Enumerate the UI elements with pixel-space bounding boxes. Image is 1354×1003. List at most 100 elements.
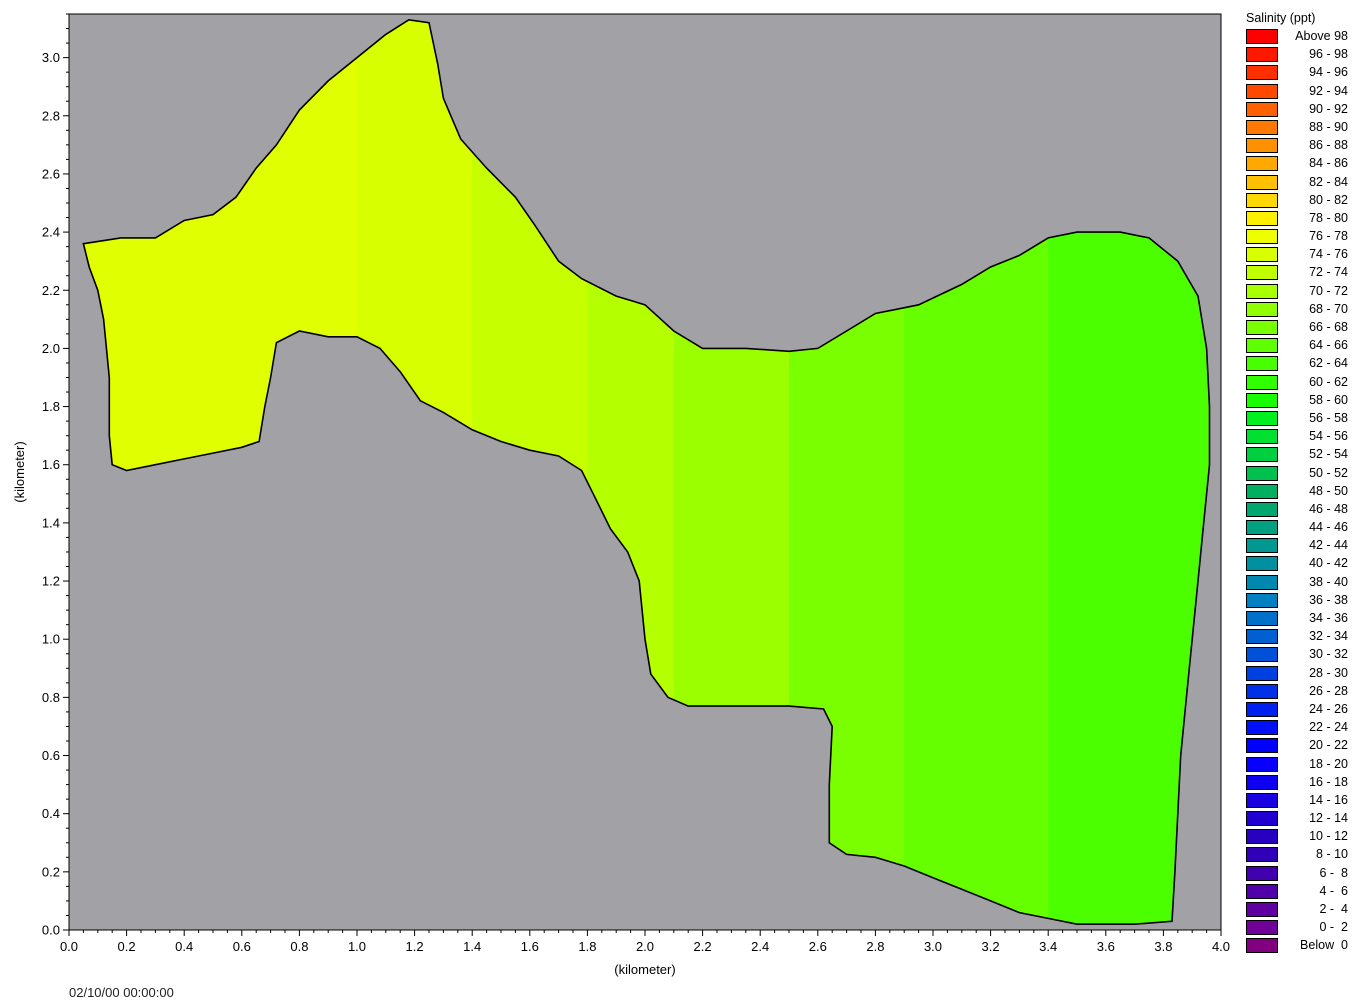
legend-label: 22 - 24 bbox=[1309, 720, 1348, 735]
legend-swatch bbox=[1246, 283, 1278, 299]
legend-title: Salinity (ppt) bbox=[1246, 11, 1316, 25]
y-tick-label: 2.8 bbox=[42, 108, 60, 123]
legend-swatch bbox=[1246, 210, 1278, 226]
legend-label: 16 - 18 bbox=[1309, 774, 1348, 789]
legend-item: 80 - 82 bbox=[1246, 192, 1352, 210]
legend: Salinity (ppt) Above 98 96 - 98 94 - 96 92 … bbox=[1246, 8, 1352, 956]
legend-label: 0 - 2 bbox=[1319, 920, 1349, 935]
x-tick-label: 0.6 bbox=[233, 939, 251, 954]
x-tick-label: 0.0 bbox=[60, 939, 78, 954]
legend-item: 26 - 28 bbox=[1246, 683, 1352, 701]
legend-label: 84 - 86 bbox=[1309, 156, 1348, 171]
legend-swatch bbox=[1246, 829, 1278, 845]
legend-swatch bbox=[1246, 847, 1278, 863]
y-tick-label: 1.6 bbox=[42, 457, 60, 472]
legend-label: 38 - 40 bbox=[1309, 574, 1348, 589]
legend-label: Above 98 bbox=[1295, 29, 1348, 43]
x-tick-label: 1.8 bbox=[578, 939, 596, 954]
legend-item: 38 - 40 bbox=[1246, 574, 1352, 592]
legend-swatch bbox=[1246, 138, 1278, 154]
y-tick-label: 1.4 bbox=[42, 515, 60, 530]
legend-label: 56 - 58 bbox=[1309, 410, 1348, 425]
legend-swatch bbox=[1246, 229, 1278, 245]
legend-item: 70 - 72 bbox=[1246, 283, 1352, 301]
y-tick-label: 0.0 bbox=[42, 923, 60, 938]
legend-label: 74 - 76 bbox=[1309, 247, 1348, 262]
legend-swatch bbox=[1246, 301, 1278, 317]
legend-item: 8 - 10 bbox=[1246, 846, 1352, 864]
legend-label: 4 - 6 bbox=[1319, 883, 1349, 898]
legend-item: 2 - 4 bbox=[1246, 901, 1352, 919]
legend-swatch bbox=[1246, 265, 1278, 281]
legend-item: 46 - 48 bbox=[1246, 501, 1352, 519]
x-tick-label: 3.6 bbox=[1097, 939, 1115, 954]
legend-swatch bbox=[1246, 920, 1278, 936]
legend-label: 72 - 74 bbox=[1309, 265, 1348, 280]
legend-item: 60 - 62 bbox=[1246, 374, 1352, 392]
legend-label: 48 - 50 bbox=[1309, 483, 1348, 498]
x-tick-label: 3.8 bbox=[1154, 939, 1172, 954]
legend-label: 26 - 28 bbox=[1309, 683, 1348, 698]
legend-label: 60 - 62 bbox=[1309, 374, 1348, 389]
legend-swatch bbox=[1246, 447, 1278, 463]
legend-label: 68 - 70 bbox=[1309, 301, 1348, 316]
legend-label: 90 - 92 bbox=[1309, 101, 1348, 116]
legend-item: 4 - 6 bbox=[1246, 883, 1352, 901]
legend-swatch bbox=[1246, 902, 1278, 917]
legend-label: 82 - 84 bbox=[1309, 174, 1348, 189]
x-tick-label: 3.0 bbox=[924, 939, 942, 954]
legend-label: 50 - 52 bbox=[1309, 465, 1348, 480]
legend-swatch bbox=[1246, 574, 1278, 590]
legend-label: 42 - 44 bbox=[1309, 538, 1348, 553]
legend-swatch bbox=[1246, 429, 1278, 445]
legend-label: 80 - 82 bbox=[1309, 192, 1348, 207]
legend-item: 0 - 2 bbox=[1246, 919, 1352, 937]
x-axis: 0.0 0.2 0.4 0.6 0.8 1.0 1.2 1.4 1.6 1.8 2.0 2.2 2.4 2… bbox=[60, 930, 1230, 954]
legend-item: 12 - 14 bbox=[1246, 810, 1352, 828]
legend-item: 68 - 70 bbox=[1246, 301, 1352, 319]
legend-label: 18 - 20 bbox=[1309, 756, 1348, 771]
y-tick-label: 2.0 bbox=[42, 341, 60, 356]
legend-swatch bbox=[1246, 356, 1278, 372]
legend-swatch bbox=[1246, 520, 1278, 536]
domain-outline bbox=[82, 18, 1211, 925]
legend-label: 8 - 10 bbox=[1316, 847, 1348, 862]
legend-swatch bbox=[1246, 29, 1278, 44]
legend-item: 30 - 32 bbox=[1246, 646, 1352, 664]
legend-item: 22 - 24 bbox=[1246, 719, 1352, 737]
legend-item: 6 - 8 bbox=[1246, 865, 1352, 883]
legend-item: 18 - 20 bbox=[1246, 756, 1352, 774]
y-axis: 0.0 0.2 0.4 0.6 0.8 1.0 1.2 1.4 1.6 1.8 2.0 2.2 2.4 2… bbox=[42, 13, 69, 938]
y-tick-label: 0.4 bbox=[42, 806, 60, 821]
legend-swatch bbox=[1246, 938, 1278, 954]
legend-label: 46 - 48 bbox=[1309, 501, 1348, 516]
legend-item: 74 - 76 bbox=[1246, 246, 1352, 264]
legend-item: 52 - 54 bbox=[1246, 446, 1352, 464]
legend-item: 86 - 88 bbox=[1246, 137, 1352, 155]
y-tick-label: 1.0 bbox=[42, 632, 60, 647]
x-tick-label: 0.2 bbox=[118, 939, 136, 954]
legend-swatch bbox=[1246, 738, 1278, 754]
x-tick-label: 1.4 bbox=[463, 939, 481, 954]
legend-swatch bbox=[1246, 83, 1278, 99]
legend-item: 40 - 42 bbox=[1246, 555, 1352, 573]
legend-label: 70 - 72 bbox=[1309, 283, 1348, 298]
legend-label: 28 - 30 bbox=[1309, 665, 1348, 680]
legend-item: 90 - 92 bbox=[1246, 101, 1352, 119]
legend-swatch bbox=[1246, 47, 1278, 63]
legend-swatch bbox=[1246, 465, 1278, 481]
legend-label: 58 - 60 bbox=[1309, 392, 1348, 407]
legend-item: 44 - 46 bbox=[1246, 519, 1352, 537]
legend-swatch bbox=[1246, 792, 1278, 808]
legend-swatch bbox=[1246, 483, 1278, 499]
legend-item: 24 - 26 bbox=[1246, 701, 1352, 719]
legend-label: 66 - 68 bbox=[1309, 320, 1348, 334]
legend-item: 58 - 60 bbox=[1246, 392, 1352, 410]
legend-item: Above 98 bbox=[1246, 28, 1352, 46]
legend-swatch bbox=[1246, 174, 1278, 190]
x-tick-label: 0.8 bbox=[290, 939, 308, 954]
legend-label: 78 - 80 bbox=[1309, 210, 1348, 225]
legend-swatch bbox=[1246, 119, 1278, 135]
legend-swatch bbox=[1246, 756, 1278, 772]
legend-label: 76 - 78 bbox=[1309, 229, 1348, 244]
